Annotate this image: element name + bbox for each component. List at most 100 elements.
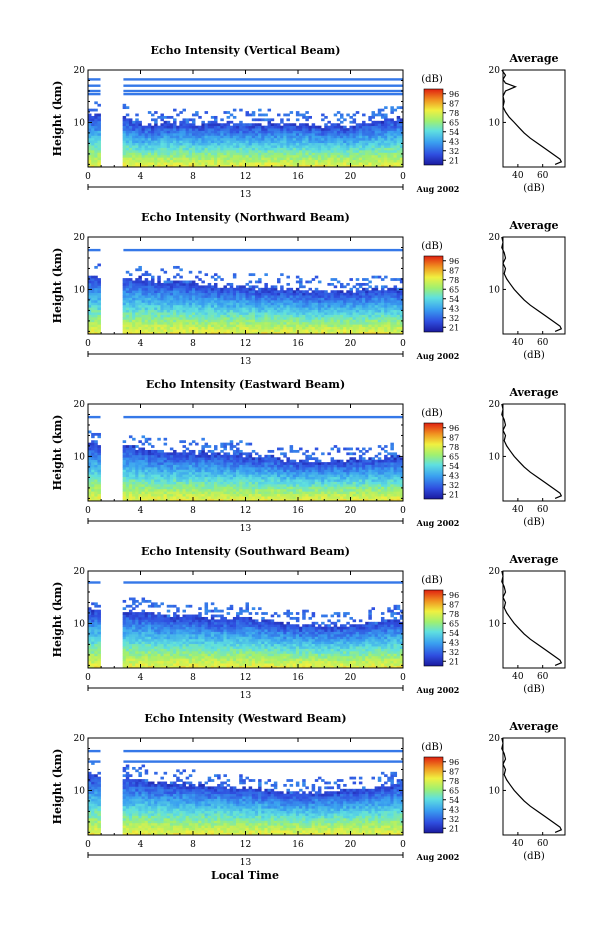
echo-cell	[226, 466, 231, 470]
echo-cell	[289, 299, 294, 303]
echo-cell	[94, 140, 98, 144]
echo-cell	[160, 498, 164, 502]
echo-cell	[333, 164, 338, 168]
echo-cell	[223, 297, 227, 301]
echo-cell	[151, 142, 155, 146]
echo-cell	[371, 128, 375, 131]
echo-cell	[97, 130, 101, 134]
echo-cell	[264, 290, 268, 294]
echo-cell	[371, 162, 375, 165]
echo-cell	[185, 498, 190, 502]
echo-cell	[173, 457, 177, 461]
echo-cell	[277, 314, 281, 318]
echo-cell	[135, 491, 139, 495]
echo-cell	[330, 145, 335, 148]
echo-cell	[387, 304, 391, 308]
echo-cell	[191, 132, 196, 136]
echo-cell	[245, 469, 249, 473]
echo-cell	[125, 319, 130, 323]
echo-cell	[185, 447, 190, 451]
echo-cell	[229, 309, 234, 313]
echo-cell	[254, 154, 259, 158]
echo-cell	[317, 321, 322, 325]
echo-cell	[333, 123, 338, 127]
echo-cell	[176, 157, 180, 161]
echo-cell	[147, 488, 152, 492]
echo-cell	[321, 135, 325, 139]
echo-cell	[169, 452, 174, 456]
echo-cell	[380, 154, 385, 158]
echo-cell	[229, 496, 234, 499]
echo-cell	[280, 159, 284, 163]
echo-cell	[144, 130, 149, 134]
echo-cell	[261, 329, 265, 332]
echo-cell	[188, 282, 193, 286]
echo-cell	[182, 498, 186, 502]
echo-cell	[176, 474, 180, 478]
echo-cell	[163, 292, 168, 296]
echo-cell	[239, 326, 243, 330]
echo-cell	[97, 157, 101, 161]
echo-cell	[340, 162, 344, 165]
echo-cell	[179, 488, 183, 492]
echo-cell	[169, 324, 174, 328]
echo-cell	[204, 154, 209, 158]
echo-cell	[157, 152, 161, 156]
echo-cell	[377, 123, 382, 127]
echo-cell	[254, 292, 259, 296]
echo-cell	[191, 498, 196, 502]
echo-cell	[223, 285, 227, 289]
echo-cell	[176, 486, 180, 490]
echo-cell	[151, 278, 155, 281]
echo-cell	[358, 316, 363, 320]
echo-cell	[399, 159, 404, 163]
echo-cell	[248, 474, 253, 478]
echo-cell	[283, 135, 287, 139]
echo-cell	[267, 132, 272, 136]
echo-cell	[362, 142, 366, 146]
echo-cell	[324, 130, 328, 134]
echo-cell	[151, 132, 155, 136]
echo-cell	[267, 157, 272, 161]
echo-cell	[371, 312, 375, 315]
echo-cell	[151, 445, 155, 448]
echo-cell	[214, 445, 218, 448]
echo-cell	[179, 457, 183, 461]
echo-cell	[173, 140, 177, 144]
echo-cell	[399, 278, 404, 281]
echo-cell	[264, 157, 268, 161]
echo-cell	[365, 324, 369, 328]
echo-cell	[151, 486, 155, 490]
echo-cell	[355, 128, 360, 131]
echo-cell	[327, 324, 331, 328]
echo-cell	[396, 142, 401, 146]
echo-cell	[242, 483, 246, 487]
echo-cell	[214, 324, 218, 328]
echo-cell	[141, 287, 146, 291]
echo-cell	[336, 123, 341, 127]
echo-cell	[160, 496, 164, 499]
echo-cell	[201, 469, 205, 473]
echo-cell	[229, 481, 234, 485]
echo-cell	[132, 130, 136, 134]
echo-cell	[365, 159, 369, 163]
echo-cell	[324, 309, 328, 313]
echo-cell	[365, 312, 369, 315]
echo-cell	[349, 331, 353, 335]
echo-cell	[220, 459, 224, 463]
echo-cell	[141, 462, 146, 465]
echo-cell	[169, 149, 174, 153]
echo-cell	[245, 479, 249, 482]
echo-cell	[179, 331, 183, 335]
echo-cell	[232, 159, 237, 163]
echo-cell	[147, 329, 152, 332]
echo-cell	[179, 162, 183, 165]
echo-cell	[384, 113, 388, 117]
echo-cell	[317, 292, 322, 296]
echo-cell	[94, 101, 98, 105]
echo-cell	[251, 295, 256, 298]
echo-cell	[207, 123, 212, 127]
echo-cell	[97, 142, 101, 146]
echo-cell	[163, 132, 168, 136]
echo-cell	[132, 493, 136, 497]
